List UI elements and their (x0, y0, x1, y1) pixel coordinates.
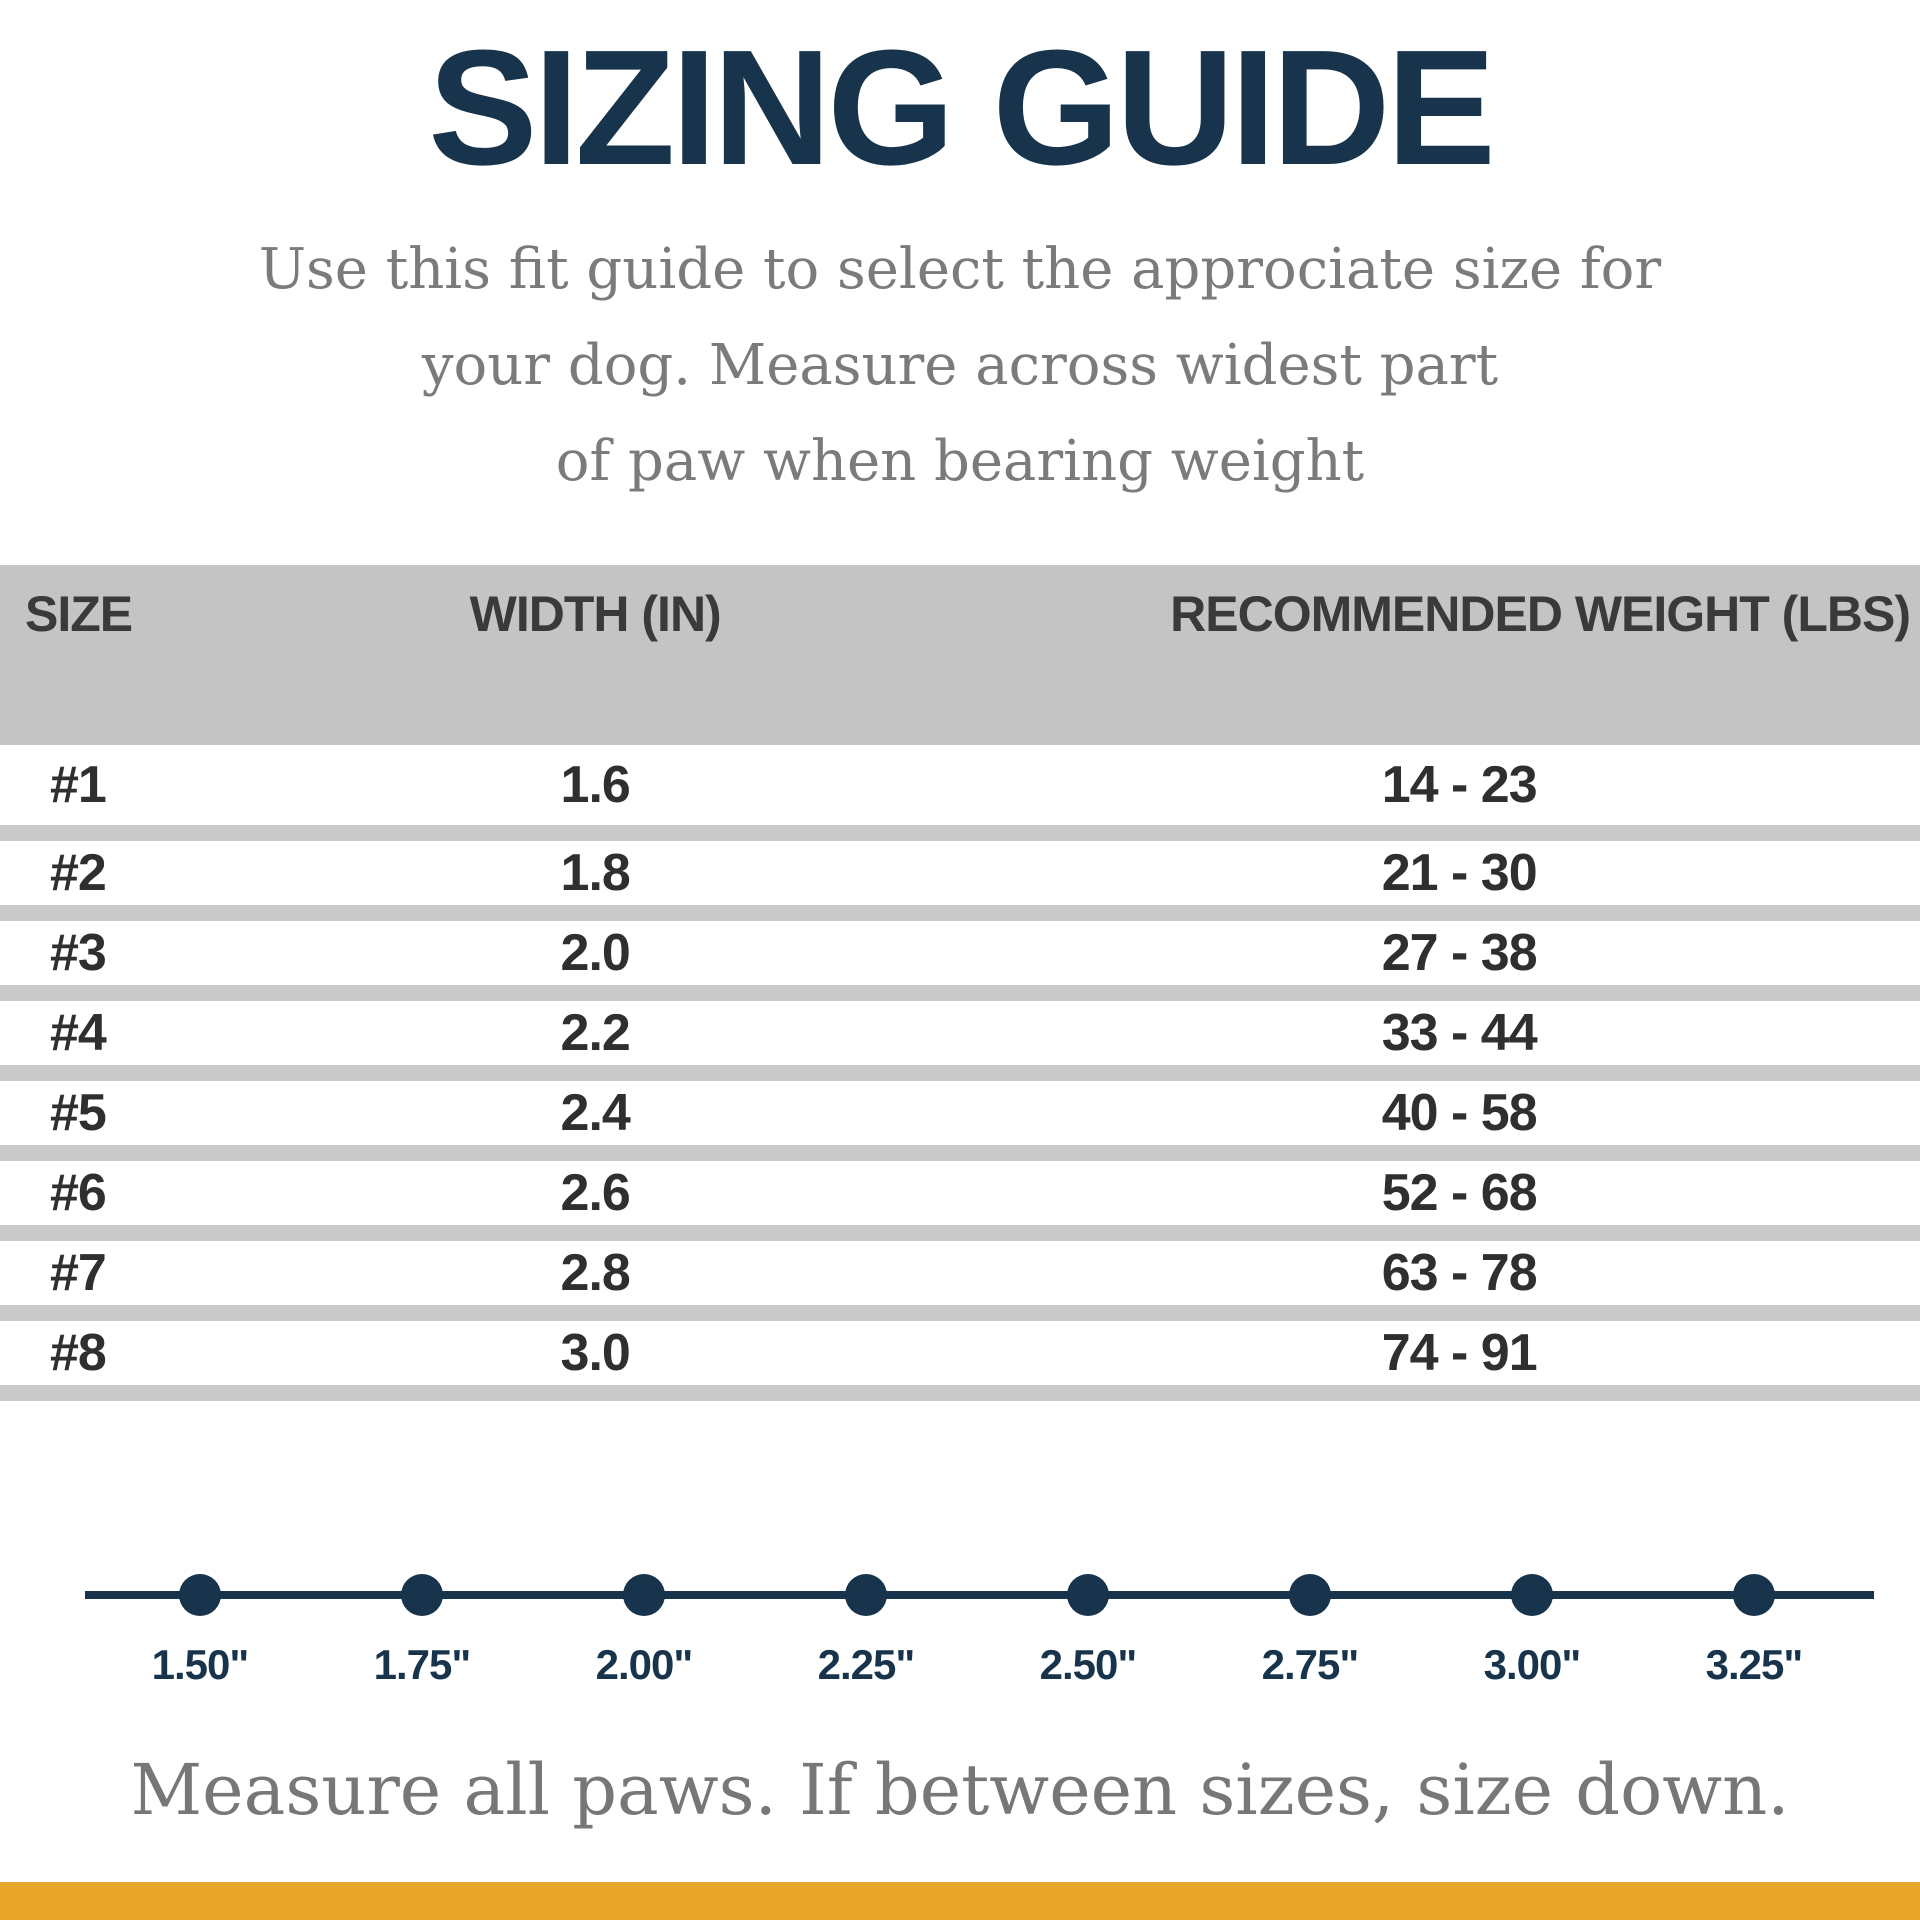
header-width: WIDTH (IN) (469, 586, 722, 642)
tick-dot-icon (623, 1574, 665, 1616)
cell-weight: 14 - 23 (1381, 756, 1538, 814)
ruler-tick: 2.25" (791, 1545, 941, 1689)
ruler-tick: 3.00" (1457, 1545, 1607, 1689)
cell-weight: 27 - 38 (1381, 924, 1538, 982)
ruler-tick: 2.00" (569, 1545, 719, 1689)
table-header-row: SIZE WIDTH (IN) RECOMMENDED WEIGHT (LBS) (0, 565, 1920, 745)
accent-bar (0, 1882, 1920, 1920)
table-row: #4 2.2 33 - 44 (0, 985, 1920, 1065)
table-row: #1 1.6 14 - 23 (0, 745, 1920, 825)
intro-line-1: Use this fit guide to select the approci… (258, 237, 1662, 302)
tick-dot-icon (1289, 1574, 1331, 1616)
header-size: SIZE (25, 586, 133, 642)
ruler-tick: 1.75" (347, 1545, 497, 1689)
page-title: SIZING GUIDE (428, 16, 1496, 199)
cell-width: 2.8 (560, 1244, 631, 1302)
cell-weight: 63 - 78 (1381, 1244, 1538, 1302)
cell-size: #6 (50, 1164, 107, 1222)
header-weight: RECOMMENDED WEIGHT (LBS) (1170, 586, 1911, 642)
table-row: #8 3.0 74 - 91 (0, 1305, 1920, 1385)
cell-width: 3.0 (560, 1324, 631, 1382)
cell-width: 2.6 (560, 1164, 631, 1222)
cell-size: #4 (50, 1004, 107, 1062)
ruler-tick: 2.50" (1013, 1545, 1163, 1689)
cell-width: 1.6 (560, 756, 631, 814)
ruler-tick: 1.50" (125, 1545, 275, 1689)
tick-dot-icon (1511, 1574, 1553, 1616)
table-row: #2 1.8 21 - 30 (0, 825, 1920, 905)
cell-weight: 74 - 91 (1381, 1324, 1538, 1382)
cell-width: 2.0 (560, 924, 631, 982)
cell-size: #1 (50, 756, 107, 814)
table-row: #3 2.0 27 - 38 (0, 905, 1920, 985)
cell-width: 1.8 (560, 844, 631, 902)
ruler-tick: 3.25" (1679, 1545, 1829, 1689)
footer-note: Measure all paws. If between sizes, size… (130, 1749, 1790, 1831)
tick-dot-icon (1733, 1574, 1775, 1616)
cell-weight: 40 - 58 (1381, 1084, 1538, 1142)
tick-dot-icon (1067, 1574, 1109, 1616)
intro-line-3: of paw when bearing weight (555, 429, 1365, 494)
cell-size: #2 (50, 844, 107, 902)
tick-dot-icon (845, 1574, 887, 1616)
intro-text: Use this fit guide to select the approci… (0, 222, 1920, 510)
tick-label: 1.50" (151, 1641, 250, 1688)
tick-dot-icon (401, 1574, 443, 1616)
table-bottom-separator (0, 1385, 1920, 1401)
measurement-ruler: 1.50" 1.75" 2.00" 2.25" 2.50" 2.75" 3.00… (0, 1545, 1920, 1705)
tick-label: 3.00" (1483, 1641, 1582, 1688)
intro-line-2: your dog. Measure across widest part (421, 333, 1499, 398)
tick-label: 2.75" (1261, 1641, 1360, 1688)
table-row: #6 2.6 52 - 68 (0, 1145, 1920, 1225)
size-table: SIZE WIDTH (IN) RECOMMENDED WEIGHT (LBS)… (0, 565, 1920, 1401)
table-row: #7 2.8 63 - 78 (0, 1225, 1920, 1305)
tick-label: 2.00" (595, 1641, 694, 1688)
cell-size: #8 (50, 1324, 107, 1382)
tick-dot-icon (179, 1574, 221, 1616)
ruler-tick: 2.75" (1235, 1545, 1385, 1689)
cell-weight: 21 - 30 (1381, 844, 1538, 902)
tick-label: 2.50" (1039, 1641, 1138, 1688)
cell-size: #7 (50, 1244, 107, 1302)
table-row: #5 2.4 40 - 58 (0, 1065, 1920, 1145)
tick-label: 2.25" (817, 1641, 916, 1688)
cell-weight: 52 - 68 (1381, 1164, 1538, 1222)
tick-label: 1.75" (373, 1641, 472, 1688)
cell-width: 2.4 (560, 1084, 631, 1142)
cell-size: #3 (50, 924, 107, 982)
cell-size: #5 (50, 1084, 107, 1142)
cell-weight: 33 - 44 (1381, 1004, 1538, 1062)
cell-width: 2.2 (560, 1004, 631, 1062)
ruler-line (85, 1591, 1874, 1599)
tick-label: 3.25" (1705, 1641, 1804, 1688)
